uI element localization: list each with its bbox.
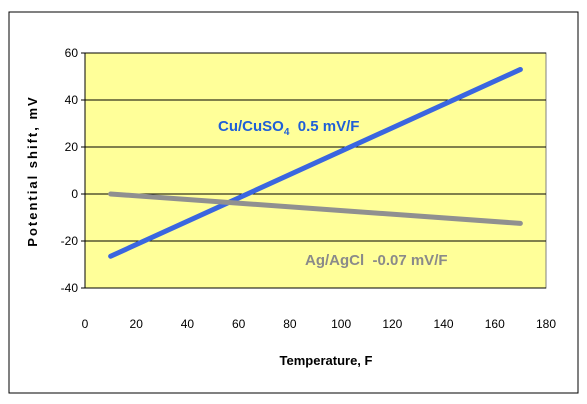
x-tick-labels: 0 20 40 60 80 100 120 140 160 180 xyxy=(82,317,557,331)
y-tick-label: 0 xyxy=(71,187,78,201)
y-tick-label: 20 xyxy=(65,140,79,154)
annotation-cu-subscript: 4 xyxy=(284,127,290,138)
x-tick-label: 80 xyxy=(283,317,297,331)
x-tick-label: 60 xyxy=(232,317,246,331)
x-tick-label: 160 xyxy=(485,317,505,331)
series-line-cu-cuso4 xyxy=(108,66,523,259)
axes xyxy=(81,52,546,289)
series-line-ag-agcl xyxy=(108,191,523,226)
y-axis-label: Potential shift, mV xyxy=(25,95,40,246)
x-tick-label: 0 xyxy=(82,317,89,331)
x-tick-label: 120 xyxy=(382,317,402,331)
y-tick-label: -40 xyxy=(61,281,79,295)
series-lines xyxy=(108,66,523,259)
annotation-cu-main: Cu/CuSO xyxy=(218,118,284,135)
x-tick-label: 140 xyxy=(434,317,454,331)
gridlines xyxy=(85,52,546,242)
y-tick-label: 40 xyxy=(65,93,79,107)
x-axis-label: Temperature, F xyxy=(280,353,373,368)
y-tick-label: 60 xyxy=(65,46,79,60)
series-annotation-ag-agcl: Ag/AgCl -0.07 mV/F xyxy=(305,252,448,269)
x-tick-label: 180 xyxy=(536,317,556,331)
y-tick-label: -20 xyxy=(61,234,79,248)
x-tick-label: 40 xyxy=(181,317,195,331)
x-tick-label: 20 xyxy=(130,317,144,331)
series-annotation-cu-cuso4: Cu/CuSO4 0.5 mV/F xyxy=(218,118,359,138)
y-tick-labels: -40 -20 0 20 40 60 xyxy=(61,46,79,295)
x-tick-label: 100 xyxy=(331,317,351,331)
annotation-cu-tail: 0.5 mV/F xyxy=(289,118,359,135)
